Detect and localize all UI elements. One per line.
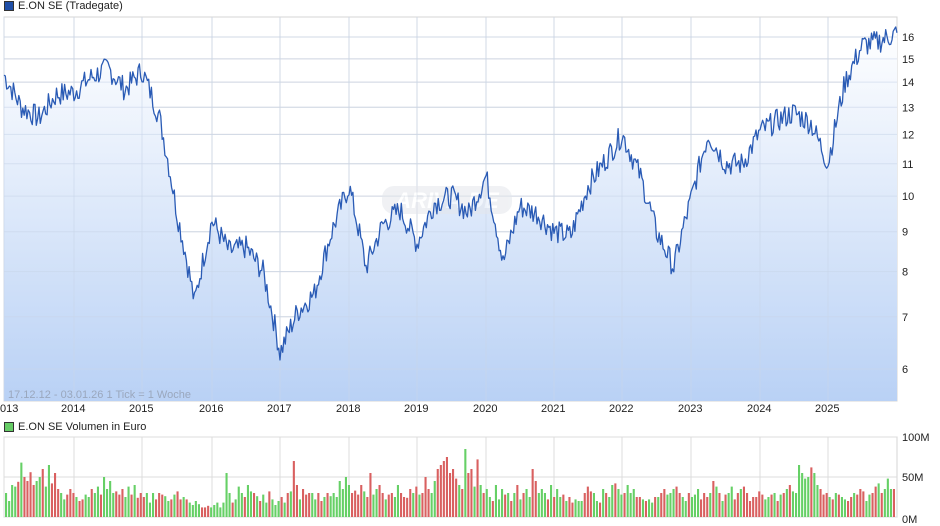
svg-text:10: 10 bbox=[902, 191, 914, 203]
price-legend-swatch bbox=[4, 1, 14, 11]
svg-text:100M: 100M bbox=[902, 432, 930, 444]
svg-text:2014: 2014 bbox=[61, 403, 85, 415]
price-y-axis: 6 7 8 9 10 11 12 13 14 15 16 bbox=[902, 32, 914, 376]
volume-legend-swatch bbox=[4, 422, 14, 432]
svg-text:7: 7 bbox=[902, 312, 908, 324]
svg-text:16: 16 bbox=[902, 32, 914, 44]
volume-y-axis: 100M 50M 0M bbox=[902, 432, 930, 526]
volume-legend: E.ON SE Volumen in Euro bbox=[4, 421, 146, 433]
svg-text:2016: 2016 bbox=[199, 403, 223, 415]
price-x-axis: 013 2014 2015 2016 2017 2018 2019 2020 2021 2022 2… bbox=[0, 403, 839, 415]
price-line bbox=[3, 26, 898, 361]
svg-text:8: 8 bbox=[902, 267, 908, 279]
svg-text:2020: 2020 bbox=[473, 403, 497, 415]
svg-text:2021: 2021 bbox=[541, 403, 565, 415]
volume-bars bbox=[5, 449, 895, 517]
price-legend-label: E.ON SE (Tradegate) bbox=[18, 0, 123, 12]
svg-text:2025: 2025 bbox=[815, 403, 839, 415]
svg-text:2022: 2022 bbox=[609, 403, 633, 415]
svg-text:9: 9 bbox=[902, 227, 908, 239]
watermark: ARIVA.DE bbox=[382, 186, 512, 214]
svg-text:2017: 2017 bbox=[267, 403, 291, 415]
svg-text:50M: 50M bbox=[902, 472, 923, 484]
price-legend: E.ON SE (Tradegate) bbox=[4, 0, 123, 12]
svg-text:6: 6 bbox=[902, 364, 908, 376]
svg-text:13: 13 bbox=[902, 102, 914, 114]
svg-text:12: 12 bbox=[902, 129, 914, 141]
svg-text:2019: 2019 bbox=[404, 403, 428, 415]
svg-text:013: 013 bbox=[0, 403, 18, 415]
svg-text:2015: 2015 bbox=[129, 403, 153, 415]
svg-text:2018: 2018 bbox=[336, 403, 360, 415]
svg-text:2024: 2024 bbox=[747, 403, 771, 415]
svg-text:11: 11 bbox=[902, 159, 913, 171]
price-gridlines-overlay bbox=[3, 17, 897, 401]
svg-text:0M: 0M bbox=[902, 514, 917, 526]
svg-text:14: 14 bbox=[902, 77, 914, 89]
svg-text:15: 15 bbox=[902, 54, 914, 66]
svg-text:2023: 2023 bbox=[678, 403, 702, 415]
volume-legend-label: E.ON SE Volumen in Euro bbox=[18, 421, 147, 433]
date-range-note: 17.12.12 - 03.01.26 1 Tick = 1 Woche bbox=[8, 389, 191, 401]
